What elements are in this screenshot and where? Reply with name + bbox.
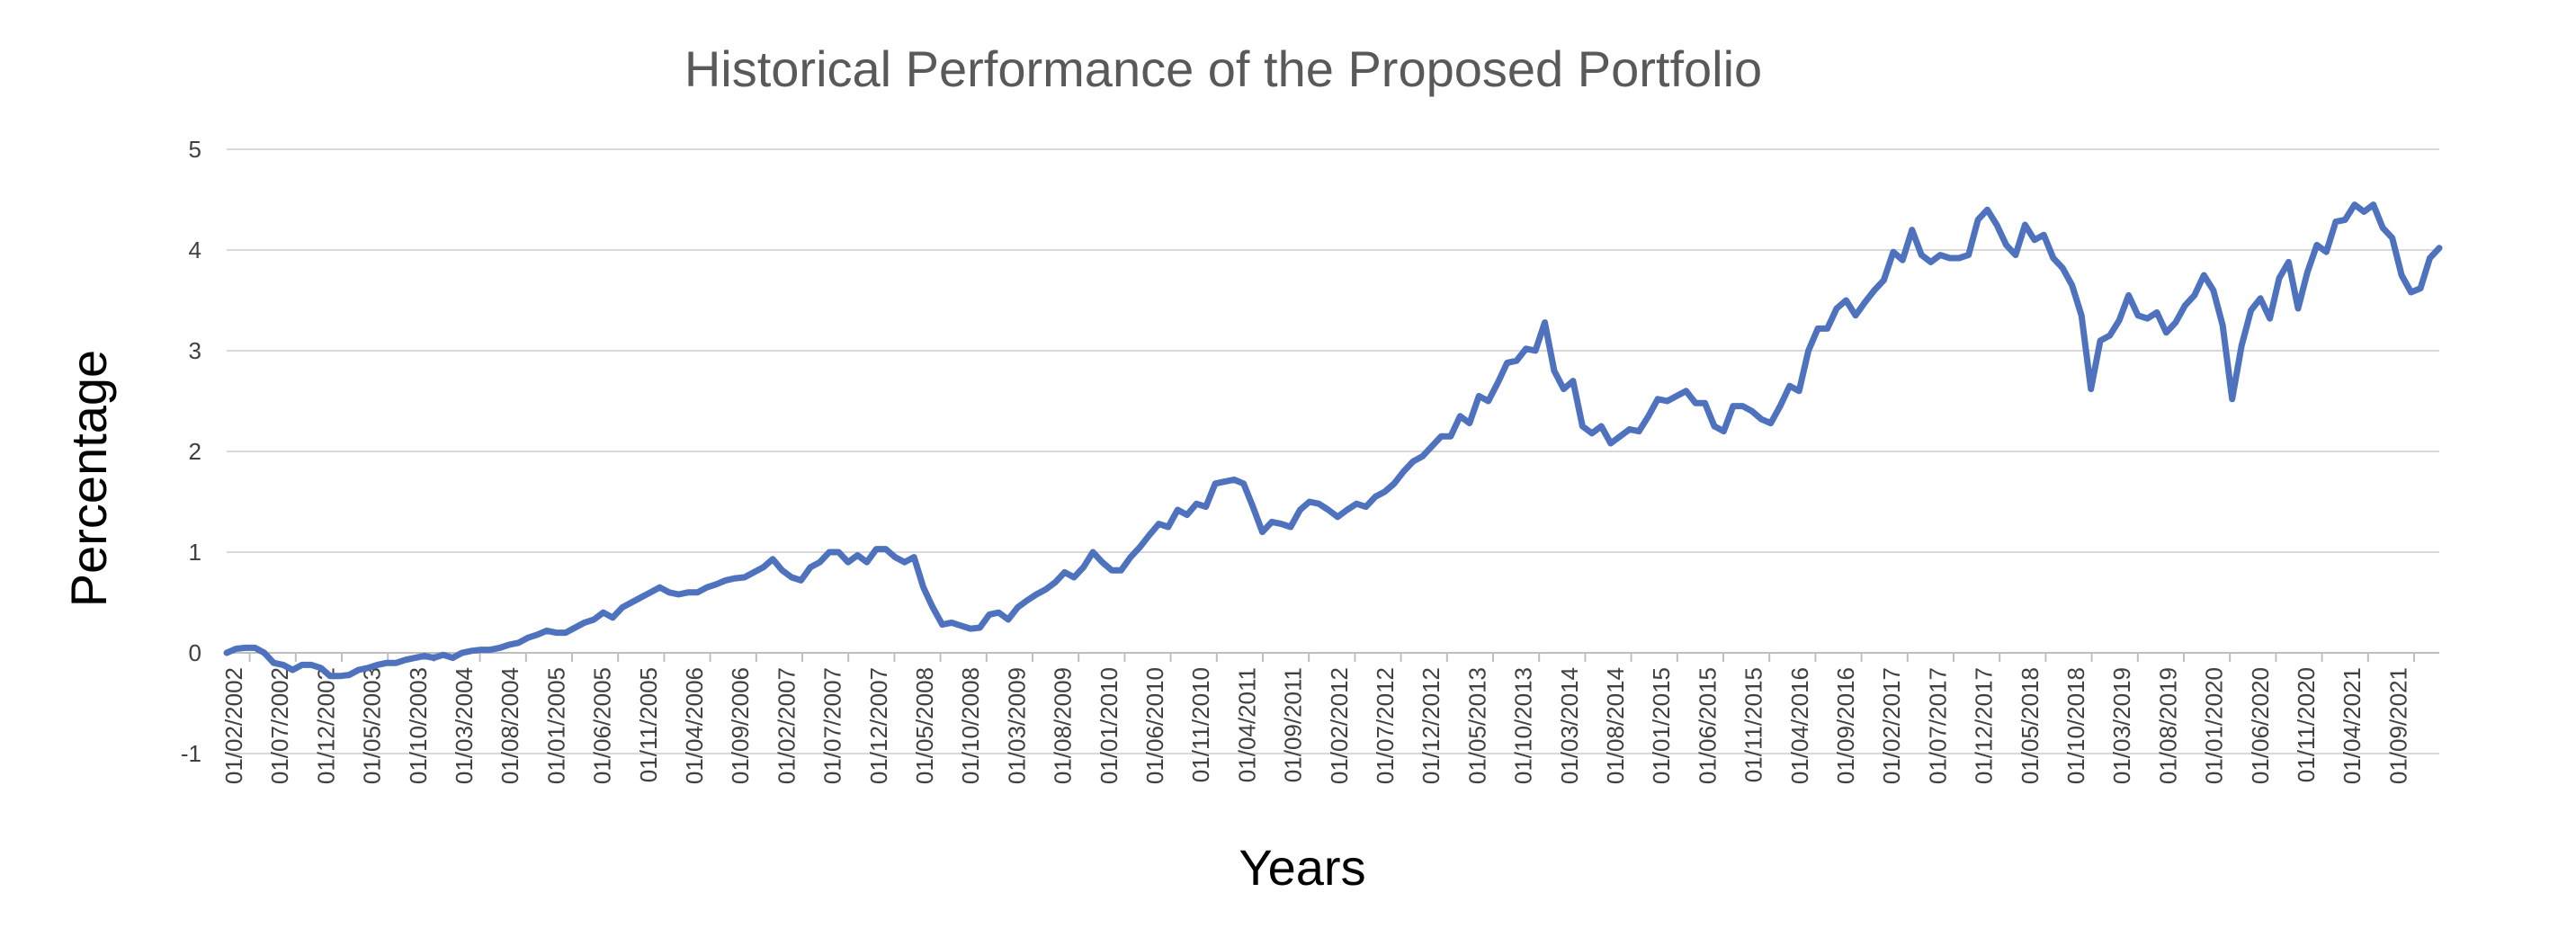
- x-tick-label: 01/11/2005: [635, 667, 662, 782]
- x-tick-label: 01/01/2020: [2201, 667, 2228, 784]
- x-tick-label: 01/08/2019: [2154, 667, 2181, 784]
- x-tick-label: 01/04/2006: [681, 667, 708, 784]
- x-tick-label: 01/09/2011: [1280, 667, 1307, 782]
- x-tick-label: 01/07/2012: [1372, 667, 1399, 784]
- x-tick-label: 01/12/2012: [1418, 667, 1445, 784]
- x-tick-label: 01/03/2004: [451, 667, 478, 784]
- x-tick-label: 01/05/2008: [911, 667, 938, 784]
- x-tick-label: 01/07/2007: [819, 667, 846, 784]
- x-tick-label: 01/11/2015: [1740, 667, 1767, 782]
- chart-title: Historical Performance of the Proposed P…: [684, 40, 1762, 97]
- y-tick-label: 5: [189, 136, 201, 163]
- x-axis-title: Years: [1239, 839, 1365, 896]
- x-tick-label: 01/02/2012: [1326, 667, 1353, 784]
- x-tick-label: 01/03/2009: [1003, 667, 1030, 784]
- y-tick-label: 2: [189, 438, 201, 465]
- y-tick-label: -1: [181, 740, 201, 767]
- x-tick-label: 01/11/2010: [1187, 667, 1214, 782]
- x-tick-label: 01/09/2006: [727, 667, 754, 784]
- x-tick-label: 01/02/2017: [1878, 667, 1905, 784]
- x-tick-label: 01/05/2018: [2017, 667, 2044, 784]
- x-tick-label: 01/09/2021: [2384, 667, 2411, 784]
- x-tick-label: 01/12/2007: [865, 667, 892, 784]
- gridlines: [227, 148, 2439, 754]
- x-tick-label: 01/06/2020: [2247, 667, 2274, 784]
- x-tick-label: 01/05/2003: [359, 667, 386, 784]
- x-tick-label: 01/10/2008: [957, 667, 984, 784]
- x-tick-label: 01/01/2010: [1096, 667, 1123, 784]
- x-tick-label: 01/05/2013: [1463, 667, 1490, 784]
- y-tick-label: 0: [189, 639, 201, 666]
- x-tick-label: 01/04/2021: [2339, 667, 2366, 784]
- x-tick-label: 01/01/2015: [1648, 667, 1675, 784]
- y-axis-title: Percentage: [60, 350, 117, 607]
- x-tick-label: 01/10/2018: [2062, 667, 2089, 784]
- x-tick-label: 01/12/2002: [312, 667, 339, 784]
- y-tick-label: 1: [189, 539, 201, 566]
- x-tick-label: 01/06/2005: [589, 667, 616, 784]
- y-tick-label: 4: [189, 236, 201, 263]
- series-line: [223, 201, 2443, 680]
- x-tick-label: 01/10/2003: [405, 667, 432, 784]
- x-tick-labels: 01/02/2002 01/07/2002 01/12/2002 01/05/2003…: [220, 653, 2415, 784]
- x-tick-label: 01/09/2016: [1832, 667, 1859, 784]
- y-tick-label: 3: [189, 337, 201, 364]
- x-tick-label: 01/08/2009: [1050, 667, 1077, 784]
- x-tick-label: 01/06/2010: [1141, 667, 1168, 784]
- x-tick-label: 01/07/2002: [266, 667, 293, 784]
- x-tick-label: 01/03/2019: [2108, 667, 2135, 784]
- x-tick-label: 01/04/2011: [1233, 667, 1260, 782]
- x-tick-label: 01/02/2007: [773, 667, 800, 784]
- y-tick-labels: -1 0 1 2 3 4 5: [181, 136, 201, 767]
- x-tick-label: 01/02/2002: [220, 667, 247, 784]
- x-tick-label: 01/10/2013: [1510, 667, 1537, 784]
- x-tick-label: 01/03/2014: [1556, 667, 1583, 784]
- x-tick-label: 01/12/2017: [1971, 667, 1998, 784]
- x-tick-label: 01/04/2016: [1786, 667, 1813, 784]
- x-tick-label: 01/06/2015: [1694, 667, 1721, 784]
- x-tick-label: 01/08/2014: [1602, 667, 1629, 784]
- x-tick-label: 01/11/2020: [2293, 667, 2320, 782]
- x-tick-label: 01/08/2004: [496, 667, 523, 784]
- x-tick-label: 01/01/2005: [542, 667, 569, 784]
- x-tick-label: 01/07/2017: [1924, 667, 1951, 784]
